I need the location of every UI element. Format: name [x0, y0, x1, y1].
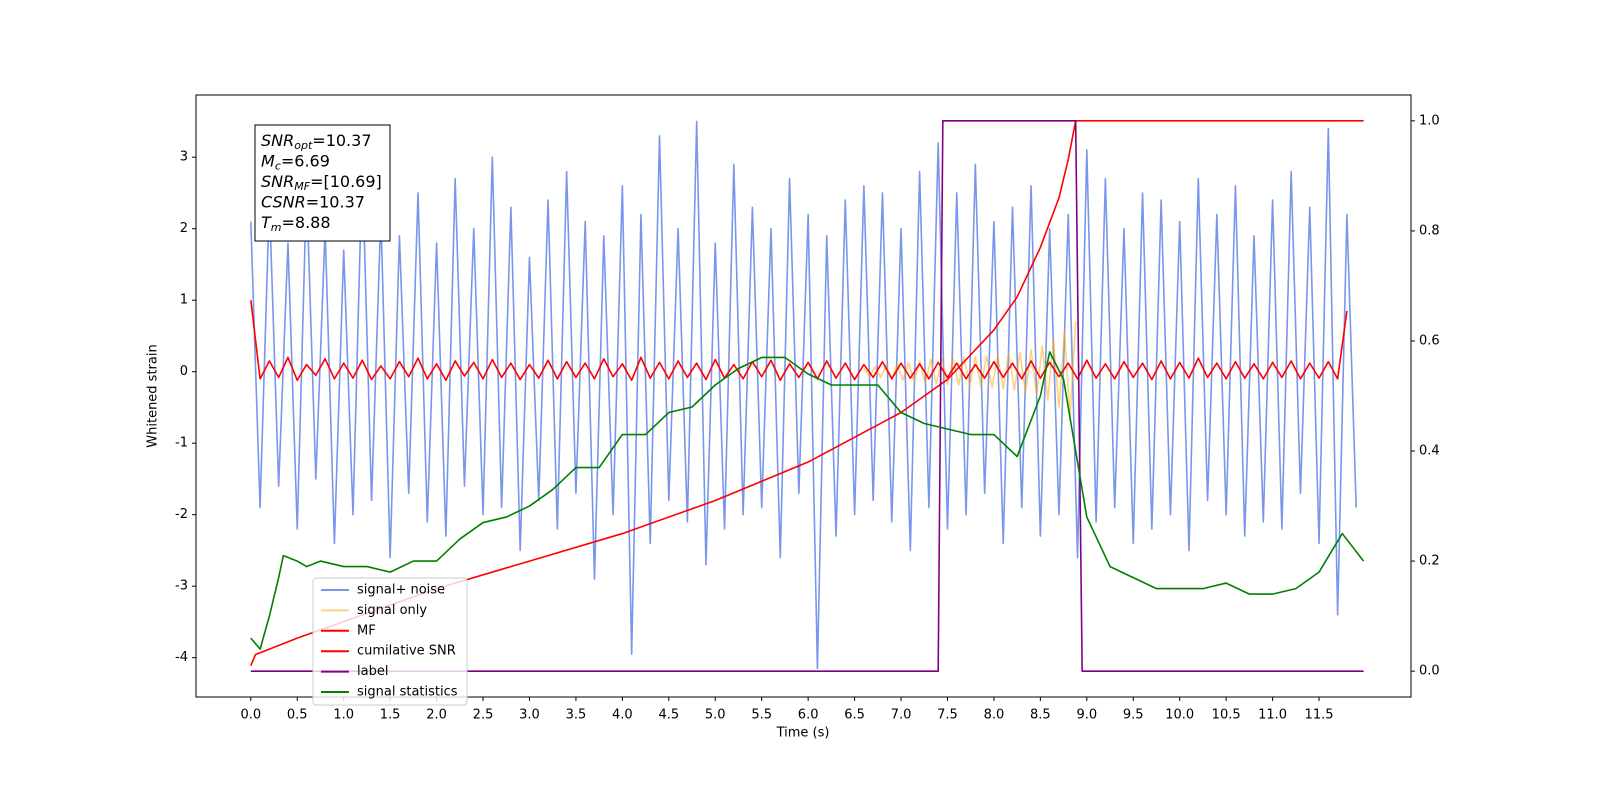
legend-label: signal only [357, 603, 427, 618]
legend-label: cumilative SNR [357, 644, 456, 659]
x-tick-label: 3.5 [566, 708, 587, 723]
x-tick-label: 4.0 [612, 708, 633, 723]
x-tick-label: 8.5 [1030, 708, 1051, 723]
y2-tick-label: 1.0 [1419, 113, 1440, 128]
y-tick-label: 0 [180, 364, 188, 379]
annotation-value: =10.37 [312, 131, 371, 150]
annotation-box [254, 124, 391, 242]
annotation-value: =10.37 [306, 192, 365, 211]
y2-tick-label: 0.0 [1419, 664, 1440, 679]
x-tick-label: 9.5 [1123, 708, 1144, 723]
x-tick-label: 10.0 [1165, 708, 1194, 723]
legend-label: label [357, 664, 388, 679]
x-tick-label: 11.5 [1305, 708, 1334, 723]
annotation-line: CSNR=10.37 [261, 192, 365, 211]
y-tick-label: 1 [180, 293, 188, 308]
x-tick-label: 2.5 [473, 708, 494, 723]
y-tick-label: 2 [180, 221, 188, 236]
annotation-value: =8.88 [282, 213, 331, 232]
x-tick-label: 0.0 [240, 708, 261, 723]
legend-box [312, 577, 468, 706]
x-tick-label: 0.5 [287, 708, 308, 723]
series-line [250, 120, 1357, 670]
annotation-symbol: SNR [261, 131, 294, 150]
y2-tick-label: 0.6 [1419, 333, 1440, 348]
y-tick-label: -4 [175, 650, 188, 665]
series-line [250, 300, 1348, 382]
x-tick-label: 6.5 [844, 708, 865, 723]
annotation-symbol: T [261, 213, 272, 232]
annotation-line: SNRMF=[10.69] [261, 172, 382, 194]
x-tick-label: 1.0 [333, 708, 354, 723]
y-tick-label: -1 [175, 436, 188, 451]
y-tick-label: -2 [175, 507, 188, 522]
y2-tick-label: 0.4 [1419, 444, 1440, 459]
x-axis-label: Time (s) [776, 726, 830, 741]
annotation: SNRopt=10.37Mc=6.69SNRMF=[10.69]CSNR=10.… [254, 124, 391, 242]
annotation-subscript: opt [294, 139, 313, 152]
series-line [250, 351, 1365, 650]
x-tick-label: 11.0 [1258, 708, 1287, 723]
legend-label: signal statistics [357, 685, 458, 700]
series-line [250, 120, 1364, 672]
x-tick-label: 3.0 [519, 708, 540, 723]
x-tick-label: 2.0 [426, 708, 447, 723]
annotation-symbol: SNR [261, 172, 294, 191]
x-tick-label: 9.0 [1076, 708, 1097, 723]
y-tick-label: 3 [180, 150, 188, 165]
annotation-line: SNRopt=10.37 [261, 131, 372, 153]
annotation-symbol: M [261, 151, 275, 170]
x-tick-label: 10.5 [1212, 708, 1241, 723]
annotation-subscript: MF [294, 180, 310, 193]
y2-tick-label: 0.2 [1419, 554, 1440, 569]
legend-label: MF [357, 623, 376, 638]
annotation-value: =6.69 [281, 151, 330, 170]
x-tick-label: 5.0 [705, 708, 726, 723]
annotation-value: =[10.69] [310, 172, 382, 191]
plot-frame [195, 94, 1412, 698]
annotation-subscript: m [271, 221, 282, 234]
legend: signal+ noise signal only MF cumilative SNR… [312, 577, 468, 706]
annotation-symbol: CSNR [261, 192, 306, 211]
y2-tick-label: 0.8 [1419, 223, 1440, 238]
x-tick-label: 6.0 [798, 708, 819, 723]
series-line [863, 321, 1077, 418]
x-tick-label: 5.5 [751, 708, 772, 723]
annotation-line: Tm=8.88 [261, 213, 331, 235]
annotation-line: Mc=6.69 [261, 151, 330, 173]
x-tick-label: 4.5 [658, 708, 679, 723]
y-tick-label: -3 [175, 579, 188, 594]
x-tick-label: 8.0 [984, 708, 1005, 723]
y-axis-label: Whitened strain [146, 344, 161, 447]
x-tick-label: 1.5 [380, 708, 401, 723]
x-tick-label: 7.0 [891, 708, 912, 723]
x-tick-label: 7.5 [937, 708, 958, 723]
legend-label: signal+ noise [357, 583, 445, 598]
annotation-subscript: c [275, 160, 281, 173]
